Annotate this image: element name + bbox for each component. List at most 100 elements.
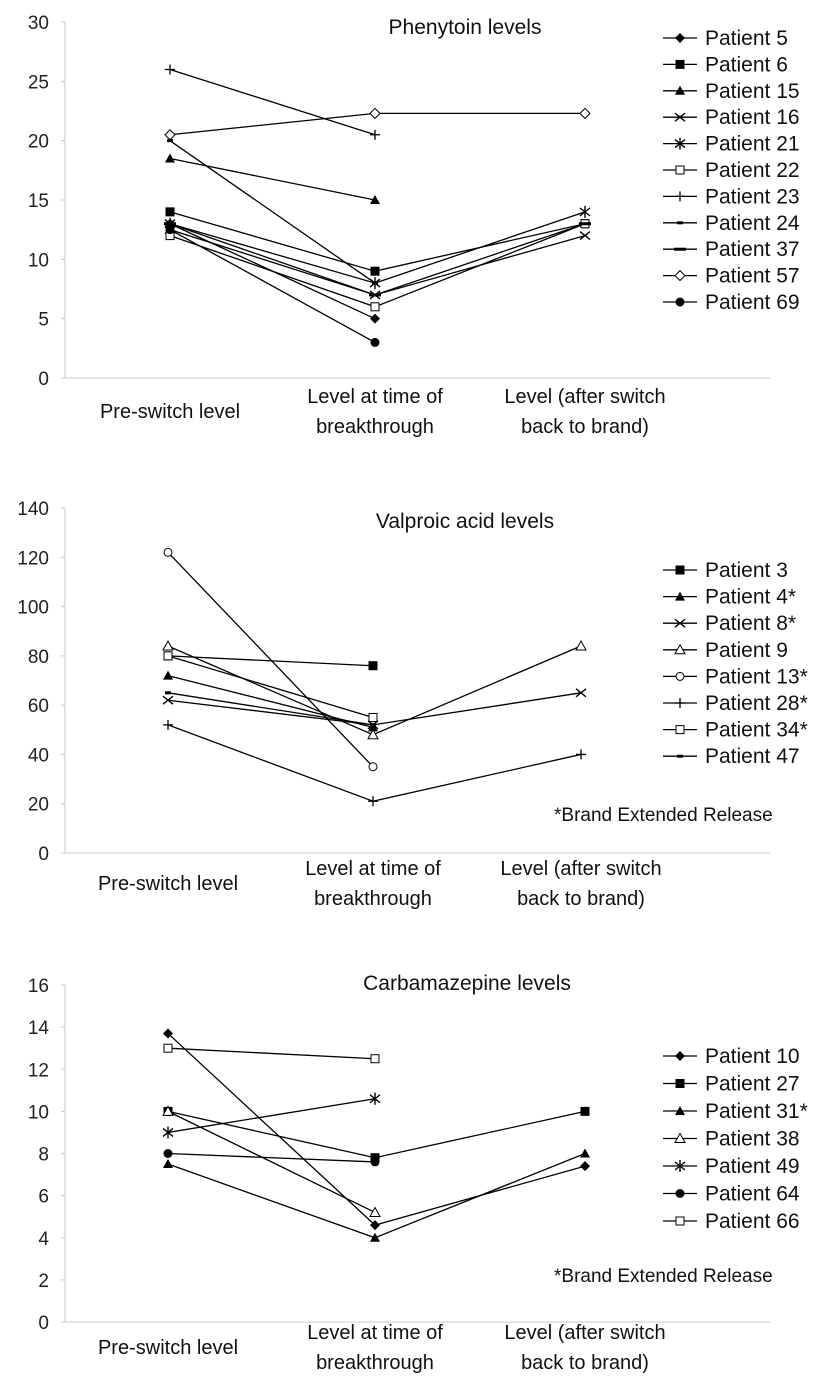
legend-label: Patient 10 (705, 1045, 800, 1068)
x-category-label-line: Level (after switch (504, 1322, 665, 1344)
legend-item-patient-47: Patient 47 (663, 745, 800, 768)
legend-marker (675, 59, 685, 69)
legend-label: Patient 13* (705, 665, 808, 688)
data-point-patient-8 (162, 695, 174, 705)
legend-marker (675, 1079, 685, 1088)
legend-item-patient-21: Patient 21 (663, 133, 800, 156)
legend-marker (674, 1132, 686, 1143)
legend-label: Patient 23 (705, 185, 800, 208)
legend-item-patient-38: Patient 38 (663, 1128, 800, 1151)
legend-marker (675, 725, 685, 735)
data-point-patient-31 (370, 1232, 380, 1242)
series-line-patient-49 (167, 1098, 376, 1134)
legend-marker (675, 191, 685, 202)
legend-marker (674, 112, 686, 122)
data-point-patient-31 (163, 1159, 173, 1169)
legend-label: Patient 28* (705, 692, 808, 715)
data-point-patient-9 (575, 639, 587, 651)
data-point-patient-47 (370, 723, 376, 727)
x-category-label: Level at time of breakthrough (307, 386, 443, 438)
data-point-patient-23 (165, 64, 175, 75)
y-tick-label: 80 (28, 647, 49, 668)
legend-label: Patient 31* (705, 1100, 808, 1123)
data-point-patient-22 (370, 302, 380, 312)
legend-label: Patient 24 (705, 212, 800, 235)
y-tick-label: 15 (28, 191, 49, 212)
legend-marker (675, 1051, 685, 1061)
legend-label: Patient 69 (705, 291, 800, 314)
data-point-patient-23 (370, 129, 380, 140)
y-tick-label: 60 (28, 696, 49, 717)
x-category-label-line: Level at time of (307, 1322, 443, 1344)
legend-item-patient-34: Patient 34* (663, 719, 808, 742)
data-point-patient-49 (162, 1126, 174, 1139)
legend-item-patient-66: Patient 66 (663, 1210, 800, 1233)
series-line-patient-34 (167, 655, 374, 719)
data-point-patient-64 (163, 1149, 173, 1158)
y-tick-label: 25 (28, 72, 49, 93)
legend-label: Patient 5 (705, 27, 788, 50)
legend-marker (674, 247, 686, 251)
x-category-label: Pre-switch level (98, 1337, 238, 1359)
x-category-label-line: Pre-switch level (98, 873, 238, 895)
x-category-label-line: back to brand) (517, 888, 645, 910)
legend-marker (674, 643, 686, 655)
series-line-patient-64 (167, 1152, 376, 1163)
chart-phenytoin-levels: 0 5 10 15 20 25 30 Pre-switch level Level at tim… (28, 13, 800, 438)
x-category-label-line: Level at time of (305, 858, 441, 880)
data-point-patient-49 (369, 1092, 381, 1105)
legend-label: Patient 4* (705, 586, 796, 609)
data-point-patient-69 (165, 225, 175, 235)
data-point-patient-57 (579, 107, 591, 120)
legend-label: Patient 64 (705, 1183, 800, 1206)
y-tick-label: 140 (17, 499, 49, 520)
y-tick-label: 0 (38, 844, 49, 865)
x-category-label-line: Level at time of (307, 386, 443, 408)
data-point-patient-37 (369, 293, 381, 297)
data-point-patient-34 (163, 651, 173, 661)
data-point-patient-21 (579, 205, 591, 218)
x-category-label-line: Pre-switch level (98, 1337, 238, 1359)
y-tick-label: 2 (38, 1271, 49, 1292)
data-point-patient-4 (368, 722, 378, 732)
data-point-patient-27 (580, 1106, 590, 1116)
legend-item-patient-9: Patient 9 (663, 639, 788, 662)
x-category-label-line: breakthrough (316, 416, 434, 438)
legend-marker (675, 698, 685, 708)
x-category-label-line: Level (after switch (500, 858, 661, 880)
legend-item-patient-28: Patient 28* (663, 692, 808, 715)
series-line-patient-47 (167, 692, 374, 726)
legend-item-patient-22: Patient 22 (663, 159, 800, 182)
legend-marker (674, 618, 686, 628)
legend-marker (677, 221, 683, 225)
series-line-patient-38 (167, 1110, 376, 1214)
legend-item-patient-13: Patient 13* (663, 665, 808, 688)
data-point-patient-28 (576, 749, 586, 760)
data-point-patient-15 (165, 153, 175, 163)
legend-item-patient-8: Patient 8* (663, 612, 796, 635)
y-tick-label: 12 (28, 1060, 49, 1081)
legend-marker (675, 33, 685, 43)
y-tick-label: 30 (28, 13, 49, 34)
legend-item-patient-3: Patient 3 (663, 559, 788, 582)
legend-marker (675, 85, 685, 95)
data-point-patient-38 (369, 1206, 381, 1217)
legend-item-patient-57: Patient 57 (663, 265, 800, 288)
x-category-label-line: back to brand) (521, 1352, 649, 1374)
legend-label: Patient 15 (705, 80, 800, 103)
data-point-patient-37 (164, 222, 176, 226)
series-line-patient-69 (169, 229, 376, 343)
series-line-patient-4 (167, 674, 374, 728)
data-point-patient-9 (367, 728, 379, 740)
data-point-patient-28 (163, 719, 173, 730)
y-tick-label: 8 (38, 1145, 49, 1166)
data-point-patient-47 (165, 691, 171, 695)
chart-carbamazepine-levels: 0 2 4 6 8 10 12 14 16 Pre-switch level Level at ti… (28, 972, 808, 1374)
series-line-patient-13 (167, 551, 374, 768)
data-point-patient-38 (162, 1105, 174, 1116)
legend-marker (675, 565, 685, 575)
legend-marker (674, 1160, 686, 1172)
legend-label: Patient 27 (705, 1073, 800, 1096)
x-category-label-line: breakthrough (316, 1352, 434, 1374)
